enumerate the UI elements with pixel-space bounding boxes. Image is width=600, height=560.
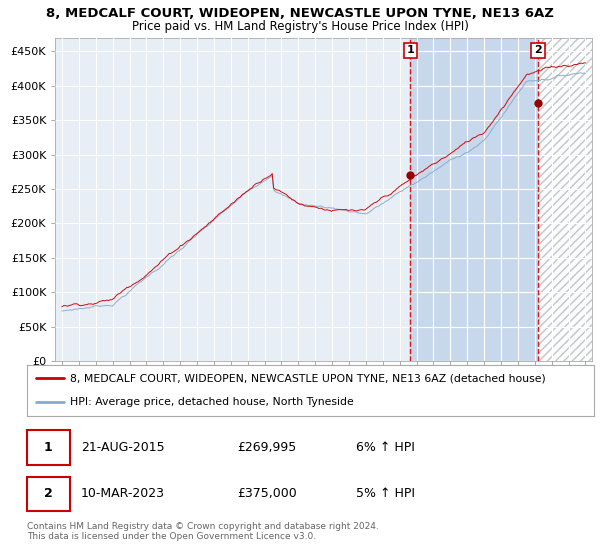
Text: 21-AUG-2015: 21-AUG-2015 [81,441,164,454]
Text: 6% ↑ HPI: 6% ↑ HPI [356,441,415,454]
Text: 8, MEDCALF COURT, WIDEOPEN, NEWCASTLE UPON TYNE, NE13 6AZ: 8, MEDCALF COURT, WIDEOPEN, NEWCASTLE UP… [46,7,554,20]
Text: 2: 2 [44,487,53,500]
Text: £269,995: £269,995 [237,441,296,454]
Text: Price paid vs. HM Land Registry's House Price Index (HPI): Price paid vs. HM Land Registry's House … [131,20,469,32]
Text: 2: 2 [534,45,542,55]
Text: 1: 1 [44,441,53,454]
FancyBboxPatch shape [27,477,70,511]
FancyBboxPatch shape [27,431,70,465]
Text: £375,000: £375,000 [237,487,296,500]
Text: 10-MAR-2023: 10-MAR-2023 [81,487,165,500]
Bar [410,38,538,361]
Text: 1: 1 [407,45,415,55]
Text: 5% ↑ HPI: 5% ↑ HPI [356,487,415,500]
Text: 8, MEDCALF COURT, WIDEOPEN, NEWCASTLE UPON TYNE, NE13 6AZ (detached house): 8, MEDCALF COURT, WIDEOPEN, NEWCASTLE UP… [70,374,545,384]
Text: Contains HM Land Registry data © Crown copyright and database right 2024.
This d: Contains HM Land Registry data © Crown c… [27,522,379,542]
Bar [538,38,594,361]
Text: HPI: Average price, detached house, North Tyneside: HPI: Average price, detached house, Nort… [70,397,353,407]
